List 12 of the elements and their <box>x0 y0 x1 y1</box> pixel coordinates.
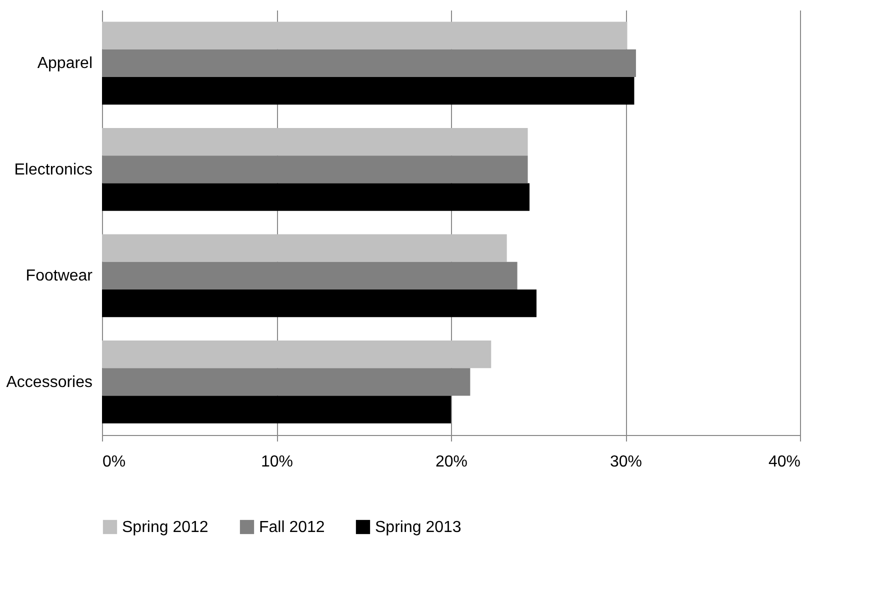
legend-label: Fall 2012 <box>259 519 325 536</box>
x-tick-label: 40% <box>768 454 800 470</box>
legend-label: Spring 2012 <box>122 519 208 536</box>
y-tick-label: Apparel <box>37 55 92 72</box>
x-tick-label: 0% <box>102 454 126 470</box>
x-tick-label: 10% <box>260 454 294 470</box>
y-tick-label: Accessories <box>6 374 92 391</box>
legend-label: Spring 2013 <box>375 519 462 536</box>
x-tick-label: 20% <box>435 454 468 470</box>
x-tick-label: 30% <box>610 454 642 470</box>
y-tick-label: Electronics <box>14 161 92 178</box>
y-tick-label: Footwear <box>26 268 94 285</box>
